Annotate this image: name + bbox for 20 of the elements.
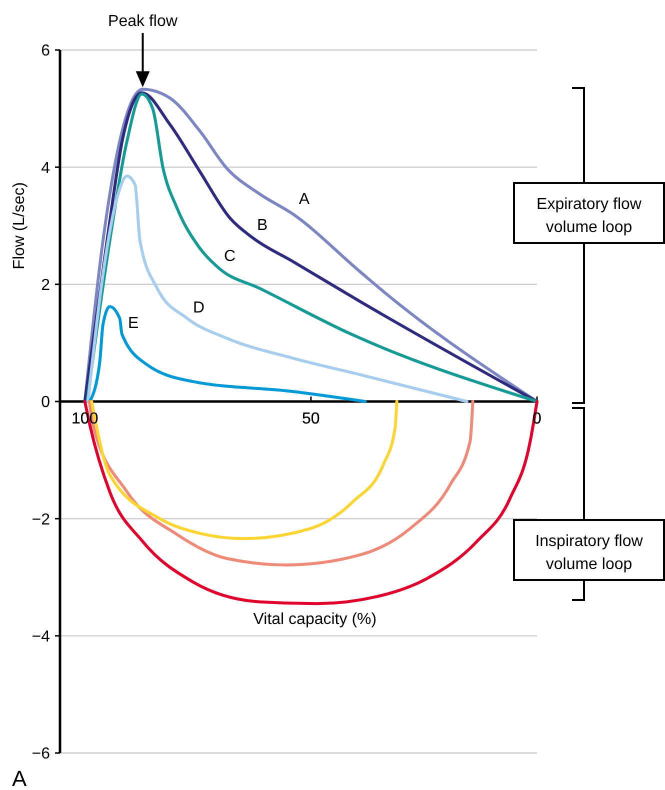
annotation: Expiratory flow volume loop bbox=[536, 196, 642, 236]
series-label: E bbox=[128, 315, 139, 332]
series-label: A bbox=[298, 191, 310, 208]
y-axis-title: Flow (L/sec) bbox=[11, 182, 28, 270]
series-label: D bbox=[193, 299, 205, 316]
y-tick-label: −2 bbox=[32, 511, 50, 528]
text: Peak flow bbox=[108, 13, 178, 30]
line-series bbox=[86, 174, 468, 403]
y-tick-label: −6 bbox=[32, 746, 50, 763]
y-tick-label: 6 bbox=[41, 42, 50, 60]
y-tick-label: −4 bbox=[32, 628, 50, 646]
x-axis-title: Vital capacity (%) bbox=[253, 611, 377, 628]
text: A bbox=[12, 766, 27, 790]
y-tick-label: 0 bbox=[41, 394, 50, 412]
series-label: C bbox=[224, 248, 236, 266]
series-label: B bbox=[257, 217, 268, 234]
y-tick-label: 2 bbox=[41, 276, 50, 294]
x-tick-label: 50 bbox=[302, 410, 320, 428]
annotation: Inspiratory flow volume loop bbox=[535, 533, 644, 573]
y-tick-label: 4 bbox=[41, 160, 50, 177]
